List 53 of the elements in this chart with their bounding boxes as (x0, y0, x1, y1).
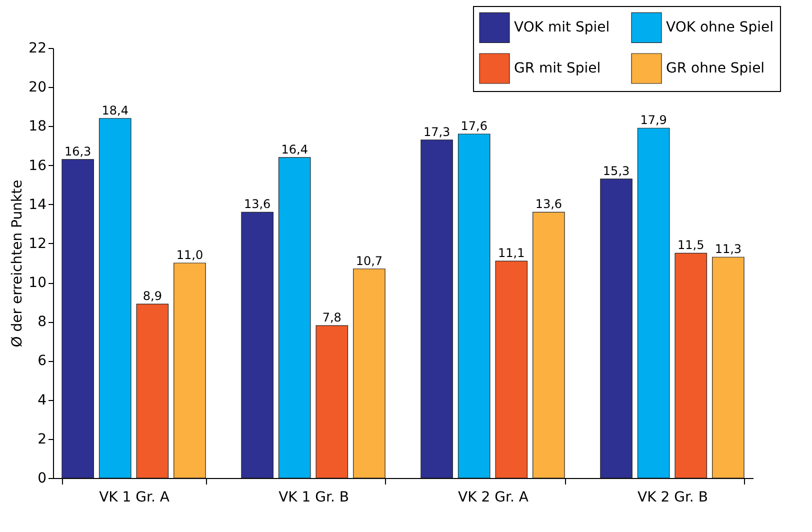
legend-label: GR mit Spiel (514, 60, 601, 76)
y-tick-label: 20 (28, 80, 46, 96)
data-label: 16,4 (281, 142, 308, 156)
y-tick-label: 8 (38, 314, 46, 330)
legend-label: GR ohne Spiel (666, 60, 765, 76)
bar (174, 262, 206, 478)
bar (353, 268, 386, 478)
bar (712, 256, 744, 478)
data-label: 17,6 (460, 119, 488, 133)
data-label: 11,5 (678, 238, 704, 252)
bar (278, 157, 311, 478)
y-tick-label: 12 (28, 236, 46, 252)
legend-label: VOK ohne Spiel (666, 20, 774, 36)
data-label: 16,3 (64, 144, 92, 158)
y-tick-label: 16 (28, 158, 47, 174)
bar (98, 118, 132, 478)
y-tick-label: 0 (38, 470, 46, 486)
data-label: 15,3 (602, 164, 630, 178)
x-tick-label: VK 1 Gr. A (99, 490, 170, 506)
data-label: 17,9 (640, 113, 667, 128)
x-tick-label: VK 2 Gr. A (458, 490, 529, 506)
x-tick-label: VK 2 Gr. B (638, 490, 708, 506)
data-label: 13,6 (244, 197, 271, 212)
bar (674, 252, 708, 478)
legend-label: VOK mit Spiel (514, 20, 610, 36)
data-label: 8,9 (142, 289, 162, 304)
bar (62, 159, 94, 478)
x-tick-label: VK 1 Gr. B (278, 490, 349, 506)
bar (637, 128, 670, 478)
y-tick-label: 14 (28, 196, 47, 213)
bar (241, 212, 274, 478)
bar (458, 134, 490, 478)
y-tick-label: 10 (28, 275, 46, 292)
y-tick-label: 4 (38, 392, 47, 408)
data-label: 10,7 (356, 254, 383, 268)
bar (136, 304, 169, 478)
data-label: 11,3 (714, 242, 742, 256)
bar (600, 178, 632, 478)
data-label: 13,6 (535, 197, 562, 212)
y-tick-label: 22 (28, 40, 46, 56)
data-label: 11,0 (176, 248, 204, 262)
data-label: 7,8 (322, 310, 342, 325)
bar (316, 325, 348, 478)
y-tick-label: 6 (38, 353, 47, 370)
bar (495, 260, 528, 478)
y-tick-label: 18 (28, 118, 46, 135)
bar (420, 140, 453, 478)
data-label: 18,4 (102, 103, 128, 118)
data-label: 17,3 (423, 124, 450, 139)
data-label: 11,1 (498, 246, 525, 260)
bar (532, 212, 565, 478)
y-axis-title: Ø der erreichten Punkte (10, 180, 26, 348)
y-tick-label: 2 (38, 431, 46, 448)
